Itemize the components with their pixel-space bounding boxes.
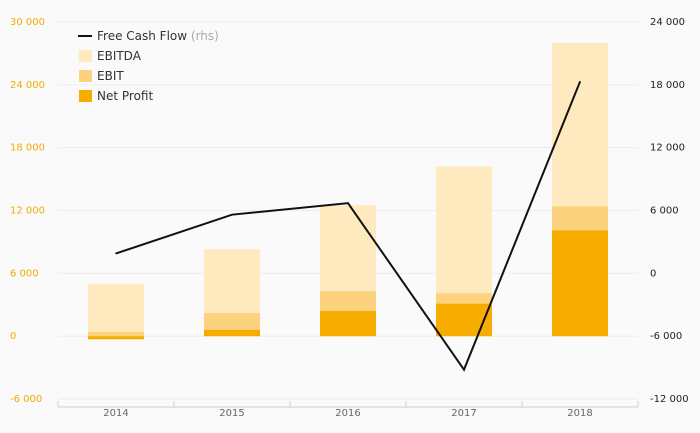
y-right-tick-label: 12 000	[650, 143, 685, 154]
x-tick-label: 2017	[451, 408, 476, 419]
legend-swatch-ebit	[79, 70, 92, 82]
legend-swatch-ebitda	[79, 50, 92, 62]
y-right-tick-label: 0	[650, 268, 656, 279]
bar-ebit-2014	[88, 331, 144, 337]
x-tick-label: 2014	[103, 408, 128, 419]
y-left-tick-label: 24 000	[10, 80, 45, 91]
y-right-tick-label: -12 000	[650, 394, 689, 405]
y-right-tick-label: -6 000	[650, 331, 682, 342]
y-left-tick-label: -6 000	[10, 394, 42, 405]
axes: -6 000 0 6 000 12 000 18 000 24 000 30 000 -12 …	[10, 17, 689, 419]
free-cash-flow-point-2014	[115, 252, 117, 255]
free-cash-flow-point-2018	[579, 80, 581, 83]
free-cash-flow-point-2015	[231, 213, 233, 216]
bar-net-profit-2016	[320, 311, 376, 337]
x-tick-label: 2018	[567, 408, 592, 419]
y-left-tick-label: 18 000	[10, 143, 45, 154]
legend: Free Cash Flow (rhs) EBITDA EBIT Net Pro…	[78, 29, 219, 103]
y-left-tick-label: 6 000	[10, 268, 39, 279]
y-right-tick-label: 18 000	[650, 80, 685, 91]
bar-ebitda-2014	[88, 283, 144, 337]
legend-label-net-profit: Net Profit	[97, 89, 153, 103]
legend-swatch-net-profit	[79, 90, 92, 102]
bar-net-profit-2017	[436, 303, 492, 337]
bar-net-profit-2015	[204, 329, 260, 337]
y-left-tick-label: 0	[10, 331, 16, 342]
x-tick-label: 2015	[219, 408, 244, 419]
x-tick-label: 2016	[335, 408, 360, 419]
legend-label-free-cash-flow: Free Cash Flow (rhs)	[97, 29, 219, 43]
free-cash-flow-point-2017	[463, 368, 465, 371]
free-cash-flow-line-layer	[115, 80, 581, 372]
bar-net-profit-2014	[88, 336, 144, 340]
legend-label-ebit: EBIT	[97, 69, 124, 83]
y-left-tick-label: 30 000	[10, 17, 45, 28]
y-right-tick-label: 24 000	[650, 17, 685, 28]
free-cash-flow-point-2016	[347, 202, 349, 204]
y-left-tick-label: 12 000	[10, 206, 45, 217]
bar-net-profit-2018	[552, 230, 608, 337]
legend-label-ebitda: EBITDA	[97, 49, 142, 63]
bars	[88, 42, 608, 340]
y-right-tick-label: 6 000	[650, 206, 679, 217]
